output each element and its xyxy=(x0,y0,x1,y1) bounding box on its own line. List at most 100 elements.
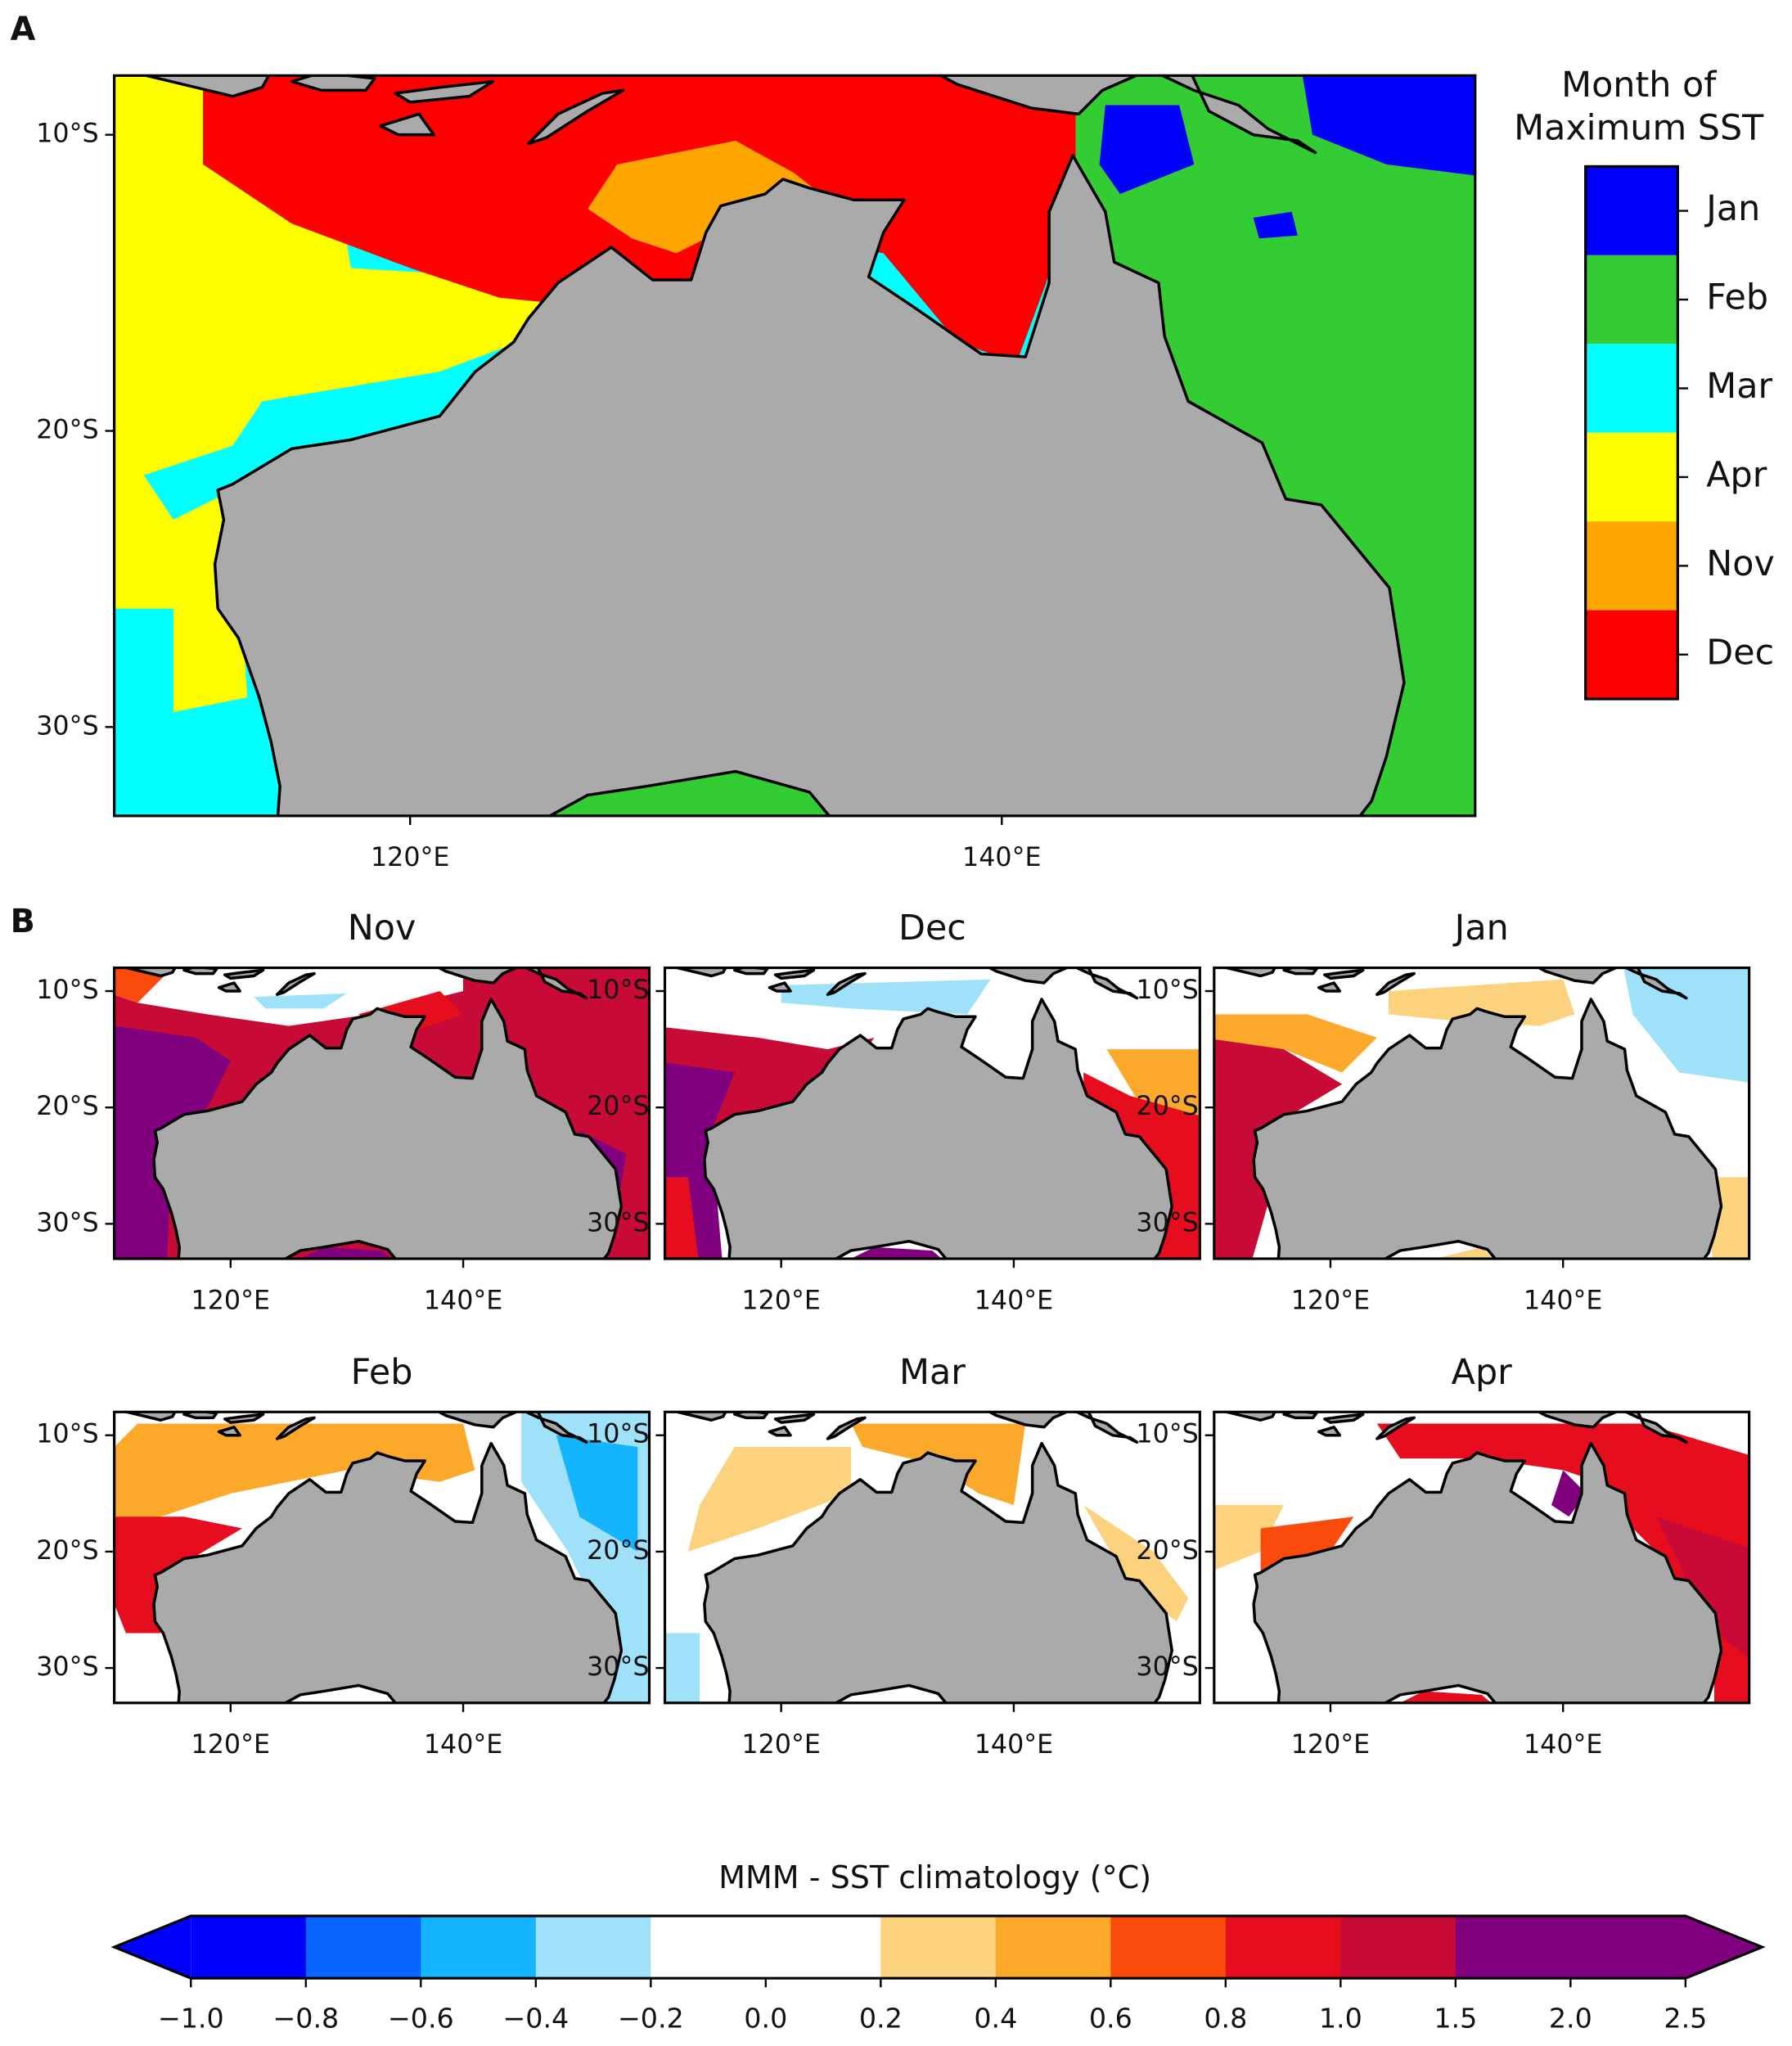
legend-title: Month of xyxy=(1561,65,1717,106)
field xyxy=(300,1246,392,1260)
land xyxy=(768,1426,792,1437)
field xyxy=(1389,979,1575,1026)
x-tick-label: 140°E xyxy=(962,843,1041,872)
land xyxy=(826,971,867,997)
legend-title: Maximum SST xyxy=(1514,107,1764,148)
land xyxy=(733,1412,769,1420)
land xyxy=(1220,1412,1277,1422)
colorbar-bin xyxy=(1570,1916,1686,1979)
colorbar-extend xyxy=(1685,1916,1763,1979)
land xyxy=(1376,1416,1416,1440)
land xyxy=(379,112,435,137)
colorbar-tick-label: 0.0 xyxy=(744,2002,787,2034)
land xyxy=(152,998,624,1260)
land xyxy=(1282,967,1318,976)
region xyxy=(1302,75,1475,176)
land xyxy=(703,998,1173,1260)
panel-label: A xyxy=(11,11,36,48)
colorbar-title: MMM - SST climatology (°C) xyxy=(718,1859,1151,1895)
y-tick-label: 30°S xyxy=(587,1652,649,1682)
land xyxy=(213,154,1406,816)
y-tick-label: 20°S xyxy=(587,1092,649,1121)
map-title: Mar xyxy=(899,1352,966,1393)
land xyxy=(986,967,1139,1000)
colorbar-bin xyxy=(421,1916,537,1979)
land xyxy=(120,1412,177,1422)
map xyxy=(114,1412,650,1703)
y-tick-label: 10°S xyxy=(1136,976,1198,1005)
land xyxy=(1323,1413,1365,1424)
x-tick-label: 120°E xyxy=(741,1730,820,1760)
field xyxy=(664,1177,699,1260)
colorbar-bin xyxy=(651,1916,767,1979)
map xyxy=(664,967,1200,1260)
legend-label: Dec xyxy=(1706,632,1774,673)
legend-label: Mar xyxy=(1706,366,1772,407)
field xyxy=(850,1246,943,1260)
land xyxy=(1220,967,1277,978)
colorbar-tick-label: 2.0 xyxy=(1549,2002,1592,2034)
x-tick-label: 120°E xyxy=(1291,1730,1370,1760)
y-tick-label: 30°S xyxy=(1136,1652,1198,1682)
land xyxy=(1376,971,1416,997)
map-frame xyxy=(1213,1410,1751,1705)
land xyxy=(938,75,1317,155)
field xyxy=(556,1435,638,1552)
field xyxy=(1655,1516,1749,1659)
colorbar-bin xyxy=(995,1916,1112,1979)
land xyxy=(671,1412,727,1422)
land xyxy=(275,971,316,997)
legend-swatch xyxy=(1585,521,1678,611)
colorbar-bin xyxy=(305,1916,422,1979)
map-frame xyxy=(113,966,651,1260)
field xyxy=(114,1423,475,1526)
colorbar-tick-label: 0.4 xyxy=(974,2002,1017,2034)
field xyxy=(114,1025,231,1260)
legend-label: Jan xyxy=(1704,188,1760,229)
colorbar-tick-label: 0.8 xyxy=(1204,2002,1247,2034)
region xyxy=(1099,105,1195,195)
y-tick-label: 20°S xyxy=(587,1536,649,1566)
land xyxy=(768,981,792,993)
land xyxy=(436,1412,588,1444)
map xyxy=(114,75,1475,816)
colorbar-tick-label: −0.4 xyxy=(502,2002,569,2034)
colorbar-tick-label: 0.6 xyxy=(1089,2002,1132,2034)
legend-label: Feb xyxy=(1706,277,1768,318)
panel-label: B xyxy=(11,903,35,940)
x-tick-label: 120°E xyxy=(741,1286,820,1315)
land xyxy=(527,88,625,146)
field xyxy=(1083,1505,1189,1622)
land xyxy=(1317,1426,1342,1437)
legend-swatch xyxy=(1585,610,1678,700)
colorbar-tick-label: −0.6 xyxy=(388,2002,454,2034)
land xyxy=(152,1441,624,1703)
colorbar-bin xyxy=(1340,1916,1457,1979)
field xyxy=(1434,1246,1493,1260)
colorbar-bin xyxy=(880,1916,997,1979)
map xyxy=(1213,967,1749,1260)
region xyxy=(588,140,840,254)
x-tick-label: 140°E xyxy=(424,1286,502,1315)
y-tick-label: 20°S xyxy=(36,1092,98,1121)
land xyxy=(1317,981,1342,993)
colorbar-tick-label: 0.2 xyxy=(859,2002,903,2034)
field xyxy=(1400,1691,1492,1703)
map xyxy=(1213,1412,1749,1703)
land xyxy=(671,967,727,978)
x-tick-label: 140°E xyxy=(1524,1730,1602,1760)
x-tick-label: 140°E xyxy=(424,1730,502,1760)
legend-swatch xyxy=(1585,344,1678,433)
land xyxy=(1252,998,1723,1260)
legend-swatch xyxy=(1585,166,1678,255)
field xyxy=(1213,1014,1377,1073)
colorbar-tick-label: −0.2 xyxy=(618,2002,684,2034)
colorbar-bin xyxy=(191,1916,307,1979)
map-title: Apr xyxy=(1452,1352,1512,1393)
map-frame xyxy=(113,74,1477,818)
field xyxy=(1213,1505,1285,1571)
land xyxy=(733,967,769,976)
x-tick-label: 140°E xyxy=(975,1286,1053,1315)
map-frame xyxy=(113,1410,651,1705)
